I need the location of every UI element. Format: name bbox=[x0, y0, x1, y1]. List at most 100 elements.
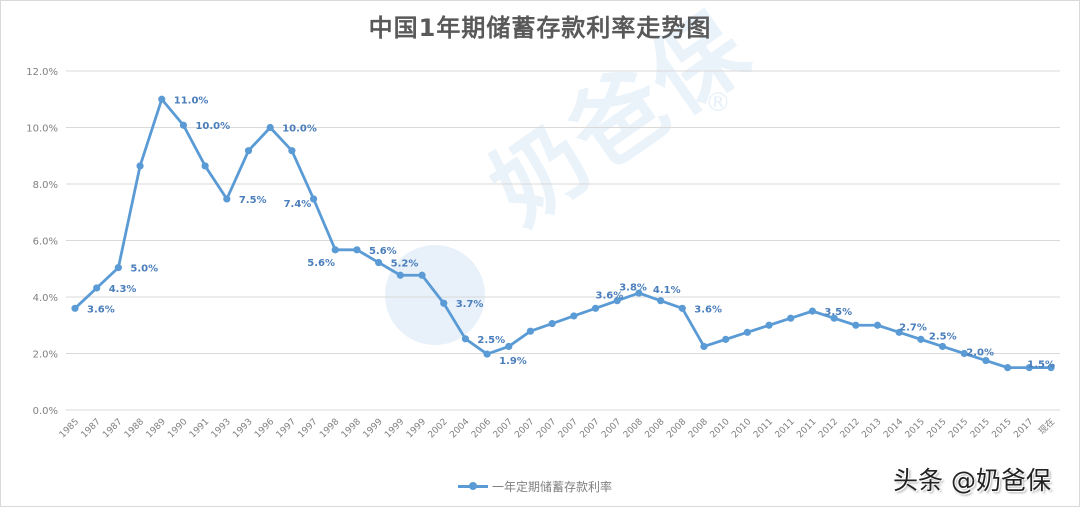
x-tick-label: 2012 bbox=[839, 417, 862, 440]
legend-line-marker-icon bbox=[458, 482, 488, 490]
data-label: 3.6% bbox=[694, 304, 722, 315]
x-tick-label: 2015 bbox=[990, 417, 1013, 440]
x-tick-label: 1998 bbox=[318, 417, 341, 440]
legend-label: 一年定期储蓄存款利率 bbox=[492, 480, 613, 494]
data-label: 2.5% bbox=[929, 331, 957, 342]
data-label: 2.7% bbox=[899, 322, 927, 333]
data-label: 1.9% bbox=[499, 356, 527, 367]
data-label: 11.0% bbox=[174, 95, 209, 106]
x-tick-label: 1989 bbox=[145, 417, 168, 440]
y-tick-label: 8.0% bbox=[33, 180, 58, 191]
data-label: 5.0% bbox=[130, 264, 158, 275]
data-point-marker bbox=[244, 147, 253, 155]
data-label: 3.5% bbox=[824, 307, 852, 318]
data-point-marker bbox=[1004, 364, 1012, 372]
x-tick-label: 2010 bbox=[730, 417, 753, 440]
data-point-marker bbox=[787, 314, 795, 322]
data-label: 5.2% bbox=[391, 259, 419, 270]
x-tick-label: 2007 bbox=[557, 417, 580, 440]
x-tick-label: 2006 bbox=[470, 417, 493, 440]
data-point-marker bbox=[396, 271, 404, 279]
data-point-marker bbox=[1025, 364, 1033, 372]
data-label: 1.5% bbox=[1027, 360, 1055, 371]
data-point-marker bbox=[353, 246, 361, 254]
data-point-marker bbox=[938, 342, 947, 351]
data-point-marker bbox=[223, 195, 231, 203]
data-point-marker bbox=[613, 297, 621, 305]
y-tick-label: 2.0% bbox=[33, 350, 58, 361]
x-tick-label: 2011 bbox=[752, 417, 775, 440]
x-tick-label: 1999 bbox=[383, 417, 406, 440]
data-label: 4.3% bbox=[109, 284, 137, 295]
x-tick-label: 2011 bbox=[774, 417, 797, 440]
data-point-marker bbox=[114, 264, 122, 272]
data-point-marker bbox=[418, 271, 426, 279]
watermark-corner-text: 头条 @奶爸保 bbox=[893, 466, 1051, 495]
data-point-marker bbox=[375, 258, 383, 267]
x-tick-label: 2007 bbox=[535, 417, 558, 440]
x-tick-label: 1987 bbox=[101, 417, 124, 440]
data-point-marker bbox=[93, 284, 101, 292]
x-tick-label: 1993 bbox=[231, 417, 254, 440]
x-tick-label: 2007 bbox=[578, 417, 601, 440]
data-point-marker bbox=[765, 321, 773, 329]
x-tick-label: 1997 bbox=[275, 417, 298, 440]
data-label: 5.6% bbox=[369, 246, 397, 257]
y-tick-label: 10.0% bbox=[26, 124, 58, 135]
x-tick-label: 1985 bbox=[58, 417, 81, 440]
data-point-marker bbox=[461, 335, 469, 343]
data-point-marker bbox=[895, 328, 903, 336]
data-point-marker bbox=[526, 327, 535, 335]
data-point-marker bbox=[505, 342, 513, 351]
x-tick-label: 2015 bbox=[969, 417, 992, 440]
x-tick-label: 1990 bbox=[166, 417, 189, 440]
watermark-registered-icon: ® bbox=[705, 88, 731, 118]
data-point-marker bbox=[440, 299, 448, 307]
data-point-marker bbox=[960, 349, 968, 358]
data-point-marker bbox=[657, 297, 665, 305]
data-point-marker bbox=[722, 335, 730, 343]
x-tick-label: 2008 bbox=[643, 417, 666, 440]
data-point-marker bbox=[808, 307, 817, 315]
chart-title: 中国1年期储蓄存款利率走势图 bbox=[368, 14, 712, 42]
data-label: 7.5% bbox=[239, 195, 267, 206]
x-tick-label: 2010 bbox=[709, 417, 732, 440]
data-label: 3.6% bbox=[87, 304, 115, 315]
data-label: 7.4% bbox=[284, 199, 312, 210]
x-tick-label: 1999 bbox=[361, 417, 384, 440]
y-tick-label: 6.0% bbox=[33, 237, 58, 248]
data-point-marker bbox=[288, 147, 296, 155]
x-tick-label: 2014 bbox=[882, 417, 905, 440]
data-label: 3.7% bbox=[456, 299, 484, 310]
y-tick-label: 4.0% bbox=[33, 293, 58, 304]
x-tick-label: 2013 bbox=[860, 417, 883, 440]
x-tick-label: 2004 bbox=[448, 417, 471, 440]
data-label: 10.0% bbox=[282, 124, 317, 135]
data-point-marker bbox=[678, 304, 686, 312]
data-label: 3.8% bbox=[619, 283, 647, 294]
data-point-marker bbox=[179, 121, 188, 129]
data-point-marker bbox=[136, 162, 144, 170]
data-label: 2.0% bbox=[966, 348, 994, 359]
x-tick-label: 2007 bbox=[513, 417, 536, 440]
x-tick-label: 2015 bbox=[904, 417, 927, 440]
y-tick-label: 0.0% bbox=[33, 406, 58, 417]
x-tick-label: 2011 bbox=[795, 417, 818, 440]
data-point-marker bbox=[830, 314, 838, 322]
legend: 一年定期储蓄存款利率 bbox=[458, 478, 612, 495]
data-label: 4.1% bbox=[653, 285, 681, 296]
x-tick-label: 2007 bbox=[600, 417, 623, 440]
y-tick-label: 12.0% bbox=[26, 67, 58, 78]
data-label: 3.6% bbox=[596, 290, 624, 301]
series-line bbox=[74, 97, 1051, 370]
x-tick-label: 1999 bbox=[405, 417, 428, 440]
data-label: 5.6% bbox=[307, 258, 335, 269]
x-tick-label: 2012 bbox=[817, 417, 840, 440]
data-point-marker bbox=[982, 356, 990, 365]
x-tick-label: 2008 bbox=[665, 417, 688, 440]
x-tick-label: 2002 bbox=[427, 417, 450, 440]
x-tick-label: 2007 bbox=[492, 417, 515, 440]
watermark-logo-circle bbox=[385, 245, 485, 345]
